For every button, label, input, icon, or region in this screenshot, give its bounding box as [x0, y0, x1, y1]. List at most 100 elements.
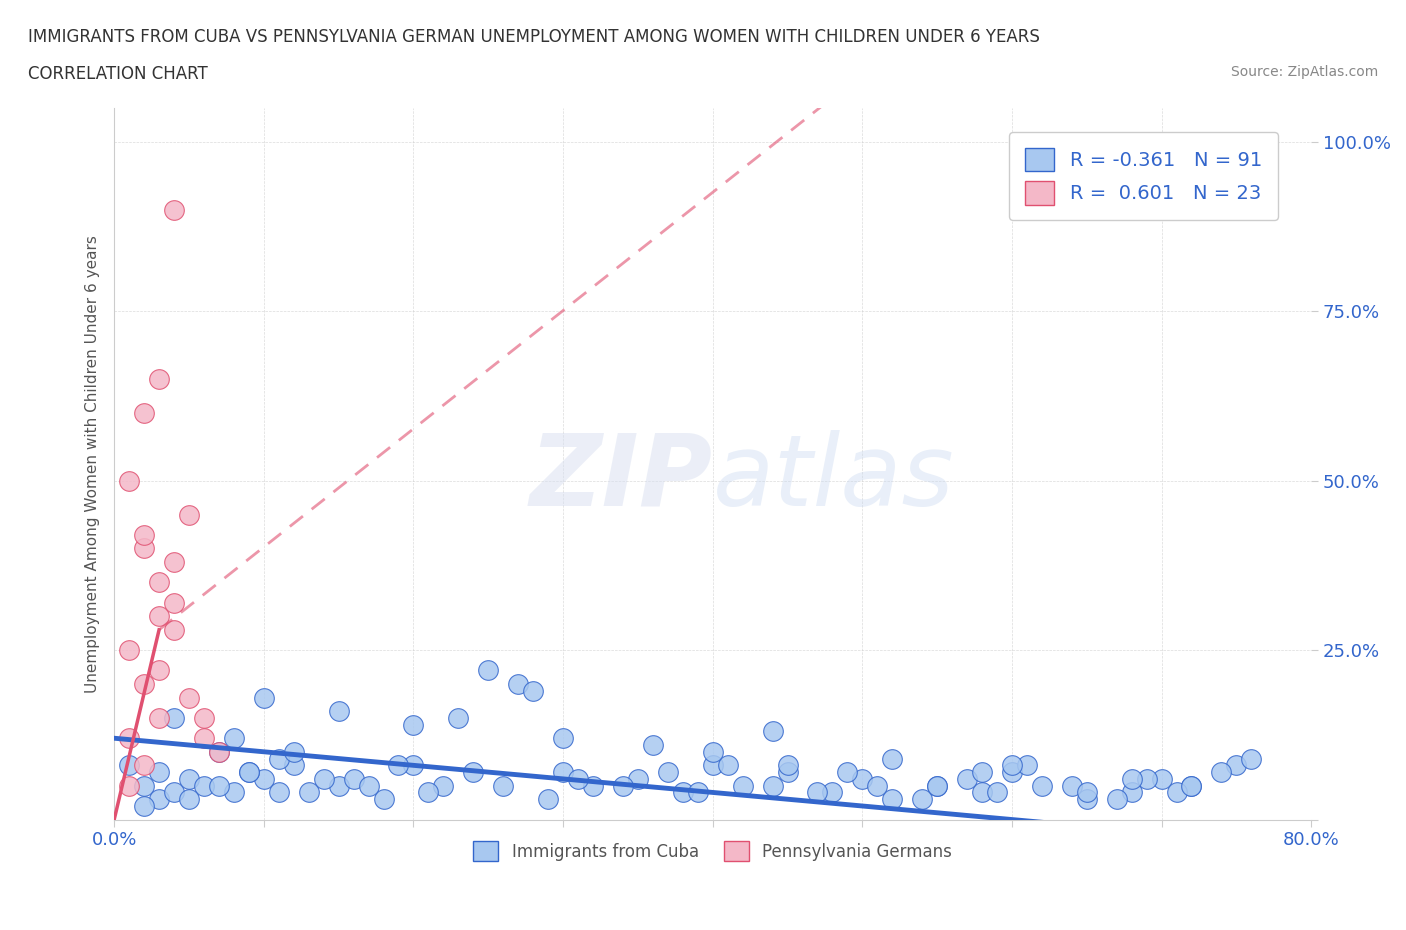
- Point: [238, 764, 260, 779]
- Point: [821, 785, 844, 800]
- Point: [148, 711, 170, 725]
- Point: [492, 778, 515, 793]
- Point: [193, 731, 215, 746]
- Point: [761, 724, 783, 739]
- Point: [163, 622, 186, 637]
- Point: [342, 772, 364, 787]
- Point: [806, 785, 828, 800]
- Point: [477, 663, 499, 678]
- Point: [1001, 764, 1024, 779]
- Point: [641, 737, 664, 752]
- Point: [866, 778, 889, 793]
- Text: ZIP: ZIP: [530, 430, 713, 526]
- Point: [1136, 772, 1159, 787]
- Point: [1166, 785, 1188, 800]
- Point: [222, 785, 245, 800]
- Point: [118, 758, 141, 773]
- Y-axis label: Unemployment Among Women with Children Under 6 years: Unemployment Among Women with Children U…: [86, 235, 100, 693]
- Point: [148, 663, 170, 678]
- Point: [882, 751, 904, 766]
- Point: [1001, 758, 1024, 773]
- Point: [163, 202, 186, 217]
- Point: [911, 791, 934, 806]
- Point: [402, 717, 425, 732]
- Point: [132, 676, 155, 691]
- Point: [882, 791, 904, 806]
- Point: [1121, 772, 1143, 787]
- Point: [956, 772, 979, 787]
- Point: [163, 554, 186, 569]
- Point: [193, 778, 215, 793]
- Point: [132, 541, 155, 556]
- Point: [657, 764, 679, 779]
- Point: [418, 785, 440, 800]
- Point: [1121, 785, 1143, 800]
- Point: [118, 778, 141, 793]
- Point: [238, 764, 260, 779]
- Point: [208, 778, 231, 793]
- Point: [132, 778, 155, 793]
- Point: [132, 527, 155, 542]
- Point: [328, 704, 350, 719]
- Legend: Immigrants from Cuba, Pennsylvania Germans: Immigrants from Cuba, Pennsylvania Germa…: [467, 834, 959, 868]
- Point: [118, 643, 141, 658]
- Point: [1240, 751, 1263, 766]
- Point: [702, 744, 724, 759]
- Point: [432, 778, 454, 793]
- Text: Source: ZipAtlas.com: Source: ZipAtlas.com: [1230, 65, 1378, 79]
- Point: [357, 778, 380, 793]
- Point: [148, 764, 170, 779]
- Point: [702, 758, 724, 773]
- Point: [1015, 758, 1038, 773]
- Point: [328, 778, 350, 793]
- Point: [582, 778, 605, 793]
- Point: [177, 690, 200, 705]
- Point: [298, 785, 321, 800]
- Point: [551, 764, 574, 779]
- Point: [132, 758, 155, 773]
- Point: [447, 711, 470, 725]
- Point: [177, 507, 200, 522]
- Point: [537, 791, 560, 806]
- Point: [253, 690, 276, 705]
- Point: [522, 684, 544, 698]
- Point: [387, 758, 409, 773]
- Point: [508, 676, 530, 691]
- Point: [1225, 758, 1247, 773]
- Point: [567, 772, 589, 787]
- Point: [148, 575, 170, 590]
- Point: [208, 744, 231, 759]
- Point: [776, 758, 799, 773]
- Point: [837, 764, 859, 779]
- Point: [672, 785, 695, 800]
- Text: IMMIGRANTS FROM CUBA VS PENNSYLVANIA GERMAN UNEMPLOYMENT AMONG WOMEN WITH CHILDR: IMMIGRANTS FROM CUBA VS PENNSYLVANIA GER…: [28, 28, 1040, 46]
- Point: [717, 758, 740, 773]
- Text: atlas: atlas: [713, 430, 955, 526]
- Point: [1031, 778, 1053, 793]
- Point: [1180, 778, 1202, 793]
- Point: [148, 372, 170, 387]
- Point: [1076, 791, 1098, 806]
- Point: [851, 772, 873, 787]
- Point: [970, 764, 993, 779]
- Point: [927, 778, 949, 793]
- Point: [312, 772, 335, 787]
- Point: [612, 778, 634, 793]
- Point: [1076, 785, 1098, 800]
- Point: [267, 785, 290, 800]
- Point: [731, 778, 754, 793]
- Point: [148, 791, 170, 806]
- Point: [776, 764, 799, 779]
- Point: [148, 609, 170, 624]
- Point: [1211, 764, 1233, 779]
- Point: [193, 711, 215, 725]
- Point: [267, 751, 290, 766]
- Point: [283, 744, 305, 759]
- Point: [1105, 791, 1128, 806]
- Point: [463, 764, 485, 779]
- Point: [118, 731, 141, 746]
- Point: [551, 731, 574, 746]
- Point: [627, 772, 650, 787]
- Point: [163, 595, 186, 610]
- Point: [986, 785, 1008, 800]
